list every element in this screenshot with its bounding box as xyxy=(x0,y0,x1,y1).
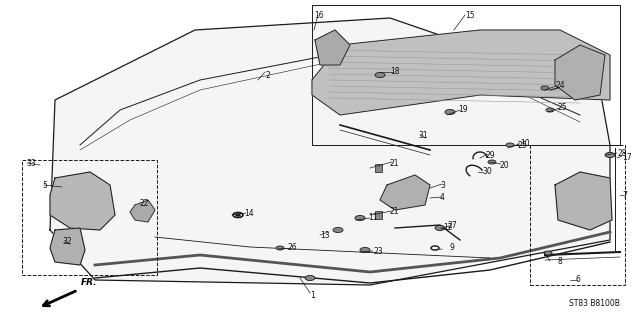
Polygon shape xyxy=(50,228,85,265)
Polygon shape xyxy=(130,200,155,222)
Circle shape xyxy=(435,226,445,230)
Polygon shape xyxy=(50,172,115,230)
Circle shape xyxy=(445,109,455,115)
Text: 25: 25 xyxy=(518,140,528,149)
Text: 19: 19 xyxy=(458,106,468,115)
Polygon shape xyxy=(555,45,605,100)
Circle shape xyxy=(236,214,240,216)
Circle shape xyxy=(541,86,549,90)
Text: 7: 7 xyxy=(622,190,627,199)
Text: 22: 22 xyxy=(140,198,149,207)
Text: 13: 13 xyxy=(320,230,330,239)
Circle shape xyxy=(360,247,370,252)
Polygon shape xyxy=(312,30,610,115)
Bar xyxy=(375,211,382,219)
Text: 4: 4 xyxy=(440,194,445,203)
Circle shape xyxy=(546,108,554,112)
Text: 30: 30 xyxy=(482,167,492,177)
Circle shape xyxy=(305,276,315,281)
Text: 18: 18 xyxy=(390,68,399,76)
Circle shape xyxy=(605,152,615,157)
Text: ST83 B8100B: ST83 B8100B xyxy=(569,299,620,308)
Text: 29: 29 xyxy=(486,150,496,159)
Text: 25: 25 xyxy=(558,103,568,113)
Text: 21: 21 xyxy=(390,207,399,217)
Text: 8: 8 xyxy=(558,258,563,267)
Text: 26: 26 xyxy=(288,244,298,252)
Circle shape xyxy=(506,143,514,147)
Circle shape xyxy=(355,215,365,220)
Polygon shape xyxy=(315,30,350,65)
Bar xyxy=(375,164,382,172)
Polygon shape xyxy=(50,18,610,285)
Text: 17: 17 xyxy=(622,154,632,163)
Text: 23: 23 xyxy=(373,247,382,257)
Polygon shape xyxy=(380,175,430,210)
Polygon shape xyxy=(555,172,612,230)
Text: 12: 12 xyxy=(443,223,453,233)
Text: 5: 5 xyxy=(42,180,47,189)
Circle shape xyxy=(276,246,284,250)
Text: 3: 3 xyxy=(440,180,445,189)
Circle shape xyxy=(488,160,496,164)
Text: 16: 16 xyxy=(314,11,323,20)
Text: 6: 6 xyxy=(575,276,580,284)
Circle shape xyxy=(544,251,552,255)
Text: 20: 20 xyxy=(500,161,510,170)
Text: 33: 33 xyxy=(26,158,35,167)
Text: 21: 21 xyxy=(390,158,399,167)
Text: 28: 28 xyxy=(618,148,627,157)
Text: 1: 1 xyxy=(310,291,315,300)
Text: 32: 32 xyxy=(62,237,72,246)
Text: 15: 15 xyxy=(465,11,475,20)
Circle shape xyxy=(375,72,385,77)
Text: 2: 2 xyxy=(265,70,270,79)
Text: 10: 10 xyxy=(520,139,530,148)
Text: FR.: FR. xyxy=(81,278,97,287)
Text: 31: 31 xyxy=(418,131,428,140)
Circle shape xyxy=(333,228,343,233)
Text: 27: 27 xyxy=(447,221,456,230)
Text: 14: 14 xyxy=(244,209,254,218)
Text: 9: 9 xyxy=(450,244,455,252)
Text: 11: 11 xyxy=(368,213,377,222)
Text: 24: 24 xyxy=(555,81,565,90)
